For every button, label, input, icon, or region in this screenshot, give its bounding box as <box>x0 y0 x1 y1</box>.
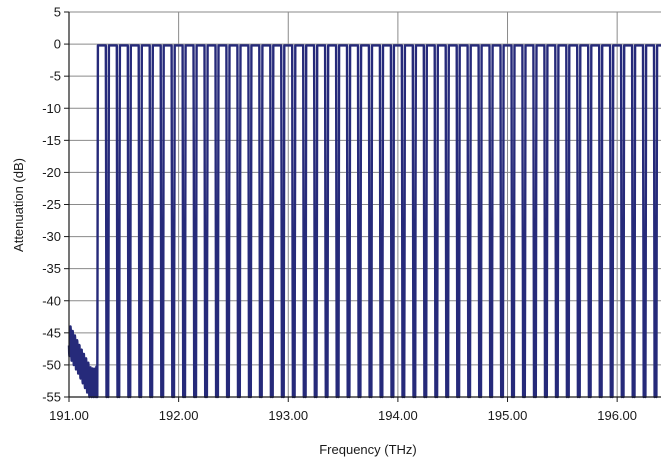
x-axis-ticks: 191.00 192.00 193.00 194.00 195.00 196.00 <box>49 397 637 423</box>
x-tick-label: 194.00 <box>378 408 418 423</box>
y-tick-label: -35 <box>42 261 61 276</box>
x-tick-label: 191.00 <box>49 408 89 423</box>
y-axis-label: Attenuation (dB) <box>11 158 26 252</box>
y-tick-label: -45 <box>42 325 61 340</box>
y-tick-label: -20 <box>42 165 61 180</box>
grid-lines <box>68 11 661 398</box>
y-tick-label: -55 <box>42 390 61 405</box>
series-line <box>67 44 661 399</box>
y-axis-ticks: 5 0 -5 -10 -15 -20 -25 -30 -35 -40 -45 -50 -55 <box>42 5 69 405</box>
x-tick-label: 192.00 <box>159 408 199 423</box>
x-tick-label: 196.00 <box>597 408 637 423</box>
y-tick-label: -15 <box>42 133 61 148</box>
y-tick-label: -25 <box>42 197 61 212</box>
y-tick-label: -40 <box>42 293 61 308</box>
y-tick-label: 5 <box>54 5 61 20</box>
y-tick-label: -50 <box>42 357 61 372</box>
x-tick-label: 193.00 <box>268 408 308 423</box>
y-tick-label: -10 <box>42 101 61 116</box>
series-attenuation <box>67 44 661 399</box>
x-axis-label: Frequency (THz) <box>319 442 417 457</box>
y-tick-label: -30 <box>42 229 61 244</box>
y-tick-label: -5 <box>49 69 61 84</box>
x-tick-label: 195.00 <box>488 408 528 423</box>
y-tick-label: 0 <box>54 37 61 52</box>
